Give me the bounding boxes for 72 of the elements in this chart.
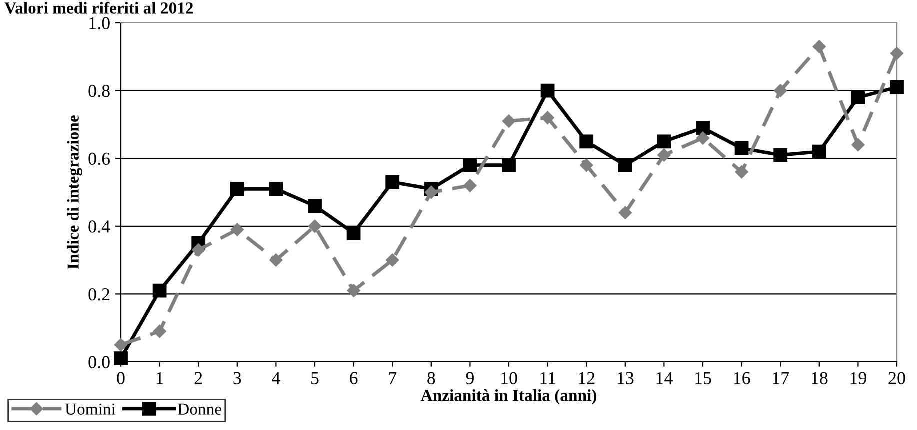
point [114, 338, 128, 352]
point [696, 132, 710, 145]
point [734, 141, 749, 156]
point [812, 40, 826, 54]
point [386, 254, 400, 267]
point [502, 114, 516, 128]
y-axis-title: Indice di integrazione [67, 116, 82, 270]
point [114, 352, 128, 366]
x-tick-label: 10 [502, 372, 518, 384]
point [152, 284, 167, 298]
point [580, 158, 594, 172]
x-tick-label: 2 [194, 372, 202, 384]
point [580, 134, 594, 149]
point [540, 84, 555, 98]
point [852, 138, 865, 152]
point [308, 220, 322, 233]
point [618, 206, 632, 220]
x-tick-label: 14 [656, 372, 673, 384]
point [346, 226, 361, 240]
point [890, 80, 904, 94]
x-tick-label: 3 [234, 372, 242, 384]
point [851, 90, 866, 105]
point [774, 84, 788, 98]
x-tick-label: 7 [389, 372, 397, 384]
x-tick-label: 8 [428, 372, 436, 384]
point [735, 166, 748, 179]
point [502, 158, 516, 172]
x-tick-label: 19 [850, 372, 866, 384]
point [812, 144, 826, 159]
x-tick-label: 18 [812, 372, 828, 384]
point [424, 186, 438, 200]
point [308, 199, 322, 214]
x-tick-label: 6 [350, 372, 358, 384]
y-tick-label: 0.0 [88, 356, 110, 369]
x-tick-label: 9 [466, 372, 474, 384]
x-tick-label: 0 [117, 372, 125, 384]
point [347, 284, 360, 298]
point [774, 148, 788, 162]
x-tick-label: 5 [312, 372, 319, 384]
point [890, 46, 904, 60]
y-tick-label: 0.6 [88, 152, 110, 166]
x-tick-label: 17 [773, 372, 790, 384]
point [464, 179, 477, 192]
point [696, 121, 710, 136]
chart-title: Valori medi riferiti al 2012 [4, 2, 194, 14]
point [618, 158, 632, 172]
point [386, 175, 400, 190]
point [541, 111, 554, 125]
point [269, 182, 284, 196]
y-tick-label: 1.0 [90, 17, 110, 30]
y-tick-label: 0.8 [88, 85, 110, 98]
point [230, 223, 244, 236]
y-tick-label: 0.2 [88, 288, 110, 301]
x-tick-label: 12 [579, 372, 595, 384]
point [463, 158, 478, 172]
x-tick-label: 13 [618, 372, 634, 384]
point [230, 182, 244, 196]
point [192, 244, 206, 257]
y-tick-label: 0.4 [88, 220, 110, 233]
legend-label: Uomini [65, 404, 116, 415]
x-tick-label: 11 [540, 372, 556, 384]
x-tick-label: 20 [888, 372, 906, 384]
point [657, 134, 672, 149]
point [270, 254, 283, 267]
point [153, 324, 166, 338]
x-tick-label: 15 [696, 372, 712, 384]
point [658, 148, 671, 162]
x-tick-label: 4 [272, 372, 280, 384]
x-tick-label: 16 [734, 372, 750, 384]
x-tick-label: 1 [156, 372, 164, 384]
legend-label: Donne [178, 404, 222, 415]
x-axis-title: Anzianità in Italia (anni) [420, 389, 596, 405]
